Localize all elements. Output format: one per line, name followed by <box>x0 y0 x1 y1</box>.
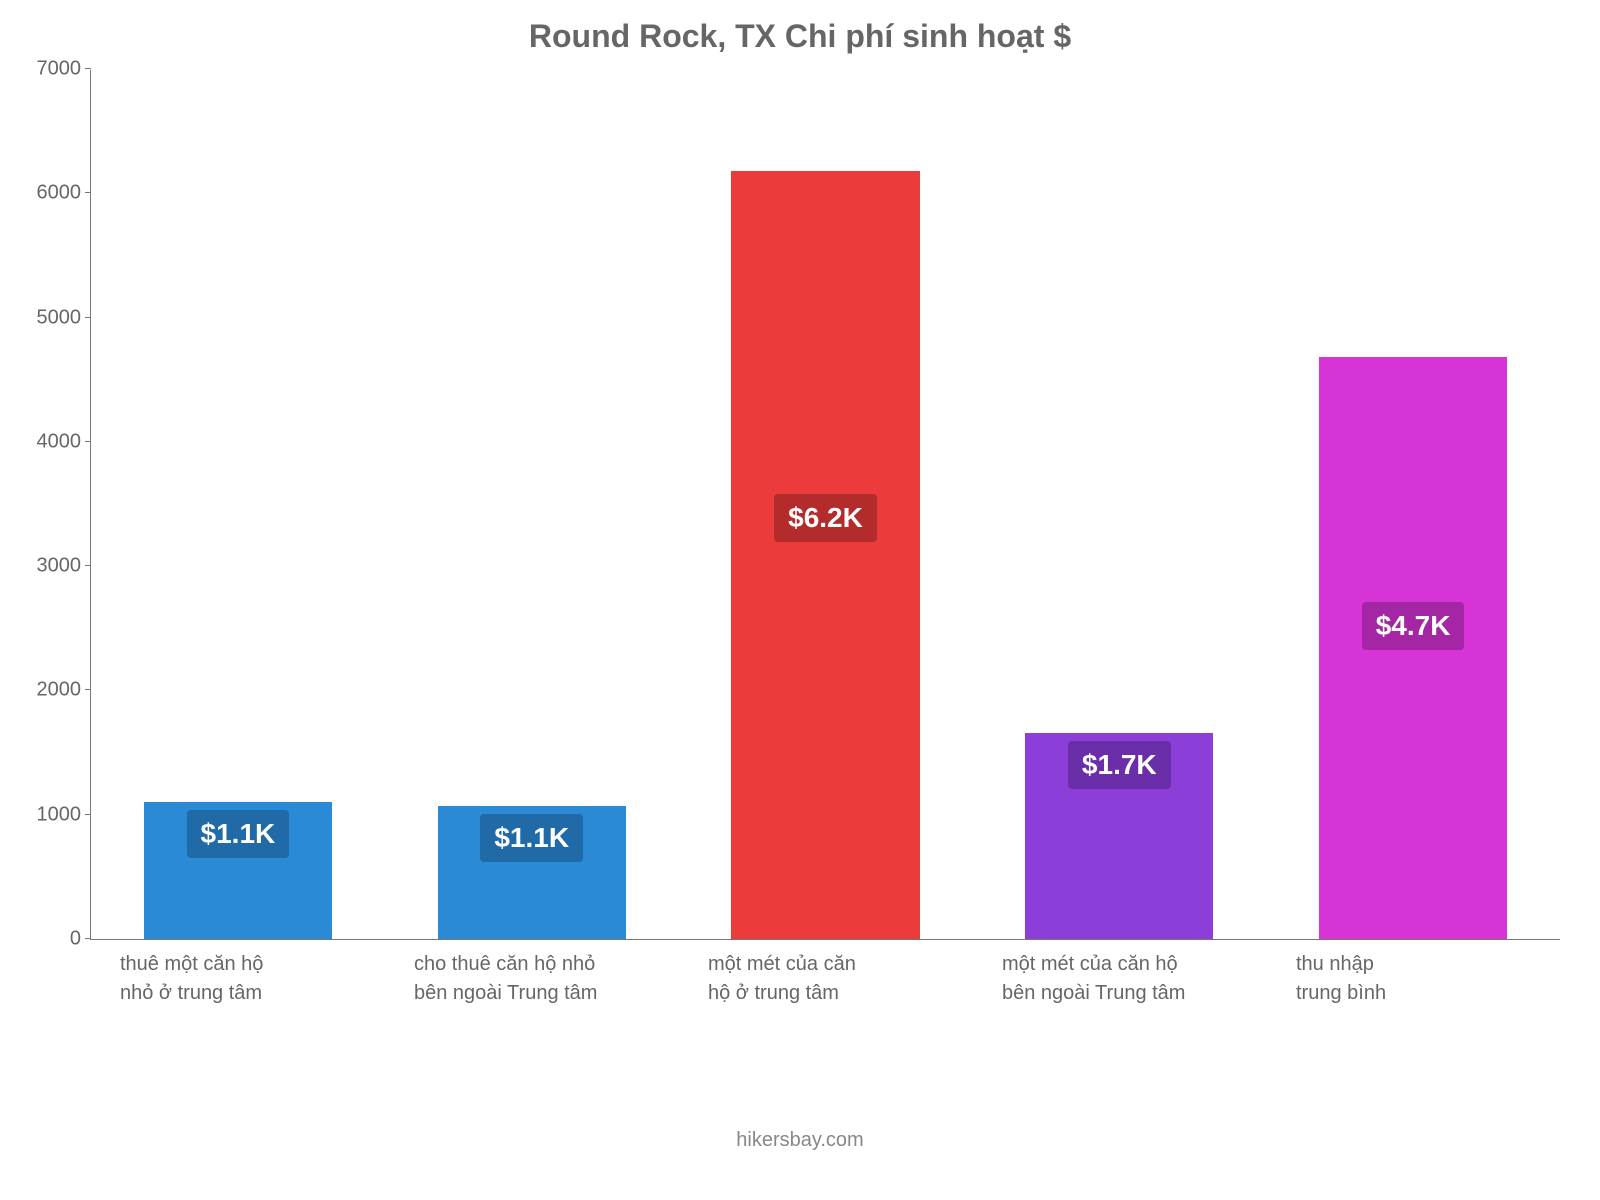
y-tick-label: 3000 <box>21 555 81 578</box>
y-tick-mark <box>85 441 91 442</box>
y-tick-label: 5000 <box>21 306 81 329</box>
bar-slot: $1.7K <box>972 70 1266 939</box>
bar: $1.1K <box>438 806 626 939</box>
x-axis-labels: thuê một căn hộ nhỏ ở trung tâmcho thuê … <box>90 950 1560 1008</box>
bar: $1.7K <box>1025 733 1213 939</box>
bar-value-label: $1.7K <box>1068 741 1171 789</box>
bar-slot: $6.2K <box>679 70 973 939</box>
bar-slot: $4.7K <box>1266 70 1560 939</box>
y-tick-label: 2000 <box>21 679 81 702</box>
x-axis-label: thuê một căn hộ nhỏ ở trung tâm <box>90 950 384 1008</box>
y-tick-mark <box>85 317 91 318</box>
y-tick-mark <box>85 689 91 690</box>
bar-value-label: $1.1K <box>187 810 290 858</box>
y-tick-label: 1000 <box>21 803 81 826</box>
y-tick-mark <box>85 565 91 566</box>
y-tick-label: 7000 <box>21 58 81 81</box>
chart-title: Round Rock, TX Chi phí sinh hoạt $ <box>0 18 1600 55</box>
bars-group: $1.1K $1.1K $6.2K $1.7K $4.7K <box>91 70 1560 939</box>
bar-slot: $1.1K <box>91 70 385 939</box>
footer-credit: hikersbay.com <box>0 1129 1600 1152</box>
y-tick-label: 4000 <box>21 430 81 453</box>
y-tick-label: 6000 <box>21 182 81 205</box>
plot-area: $1.1K$1.1K$6.2K$1.7K$4.7K 01000200030004… <box>90 70 1560 940</box>
bar: $4.7K <box>1319 357 1507 939</box>
bar-value-label: $4.7K <box>1362 602 1465 650</box>
y-tick-mark <box>85 68 91 69</box>
y-tick-mark <box>85 814 91 815</box>
bar: $1.1K <box>144 802 332 939</box>
bar-value-label: $1.1K <box>480 814 583 862</box>
y-tick-label: 0 <box>21 928 81 951</box>
bar-slot: $1.1K <box>385 70 679 939</box>
x-axis-label: cho thuê căn hộ nhỏ bên ngoài Trung tâm <box>384 950 678 1008</box>
bar: $6.2K <box>731 171 919 939</box>
x-axis-label: một mét của căn hộ bên ngoài Trung tâm <box>972 950 1266 1008</box>
chart-container: Round Rock, TX Chi phí sinh hoạt $ $1.1K… <box>0 0 1600 1200</box>
x-axis-label: một mét của căn hộ ở trung tâm <box>678 950 972 1008</box>
x-axis-label: thu nhập trung bình <box>1266 950 1560 1008</box>
y-tick-mark <box>85 192 91 193</box>
bar-value-label: $6.2K <box>774 494 877 542</box>
y-tick-mark <box>85 938 91 939</box>
